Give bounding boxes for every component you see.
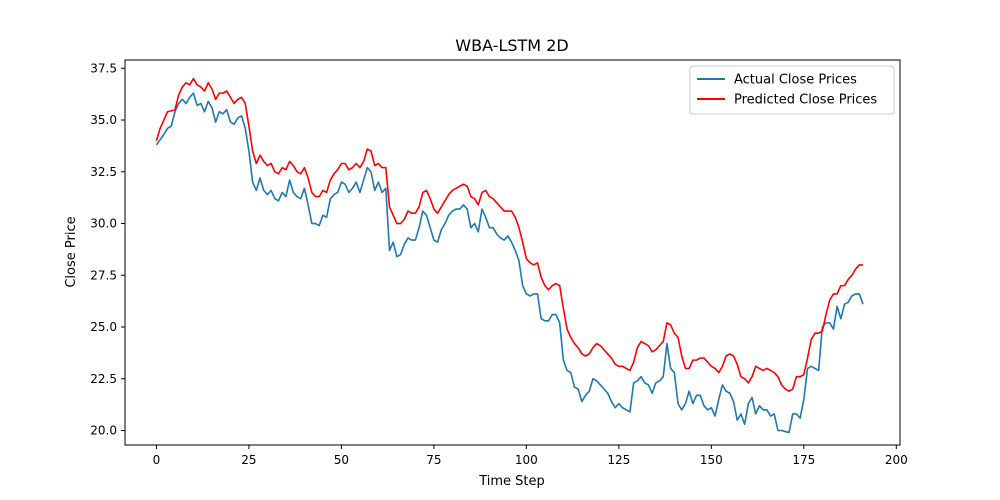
x-tick-label: 200 — [885, 453, 908, 467]
legend-label-actual: Actual Close Prices — [734, 73, 857, 88]
series-line-actual — [155, 92, 864, 434]
legend-box — [689, 65, 895, 115]
y-axis: 20.0 22.5 25.0 27.5 30.0 32.5 35.0 37.5 — [90, 61, 125, 438]
y-tick-label: 22.5 — [90, 372, 117, 386]
y-tick-label: 20.0 — [90, 424, 117, 438]
legend-label-predicted: Predicted Close Prices — [734, 93, 877, 108]
legend: Actual Close Prices Predicted Close Pric… — [689, 65, 895, 115]
plot-area — [124, 59, 901, 446]
y-tick-label: 37.5 — [90, 61, 117, 75]
y-tick-label: 32.5 — [90, 165, 117, 179]
x-tick-label: 50 — [334, 453, 349, 467]
x-tick-label: 125 — [607, 453, 630, 467]
chart-title: WBA-LSTM 2D — [455, 36, 568, 55]
x-axis-label: Time Step — [478, 474, 545, 489]
series-line-predicted — [155, 77, 864, 392]
y-tick-label: 35.0 — [90, 113, 117, 127]
y-tick-label: 27.5 — [90, 268, 117, 282]
y-tick-label: 30.0 — [90, 217, 117, 231]
x-tick-label: 175 — [792, 453, 815, 467]
series-layer — [155, 77, 864, 434]
x-tick-label: 100 — [515, 453, 538, 467]
x-axis: 0 25 50 75 100 125 150 175 200 — [153, 445, 908, 467]
y-axis-label: Close Price — [64, 216, 79, 287]
x-tick-label: 75 — [426, 453, 441, 467]
y-tick-label: 25.0 — [90, 320, 117, 334]
x-tick-label: 25 — [241, 453, 256, 467]
x-tick-label: 0 — [153, 453, 161, 467]
plot-frame — [124, 59, 901, 446]
x-tick-label: 150 — [700, 453, 723, 467]
